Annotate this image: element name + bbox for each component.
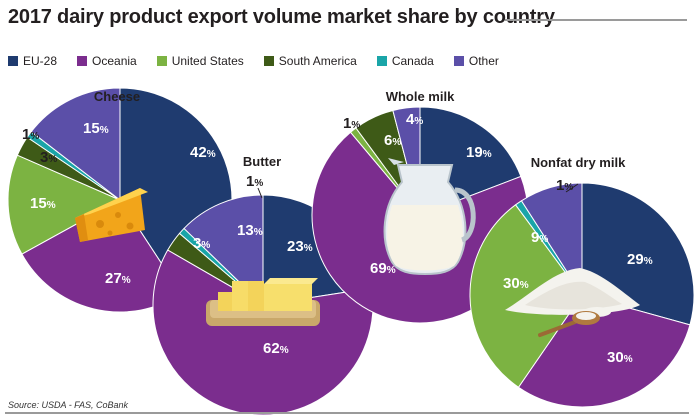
legend-item-other: Other [453, 54, 499, 68]
leader-line [257, 187, 263, 199]
data-label-nonfat-dry-milk-eu-28: 29% [627, 251, 653, 268]
data-label-cheese-oceania: 27% [105, 270, 131, 287]
data-label-cheese-other: 15% [83, 120, 109, 137]
milk-jug-icon [383, 158, 476, 276]
legend-item-south-america: South America [263, 54, 357, 68]
slice-cheese-other [30, 87, 121, 202]
slice-butter-other [183, 194, 264, 307]
data-label-butter-south-america: 3% [193, 235, 210, 252]
data-label-cheese-south-america: 3% [40, 149, 57, 166]
data-label-whole-milk-south-america: 6% [384, 132, 401, 149]
data-label-nonfat-dry-milk-canada: 1% [556, 177, 573, 194]
powder-icon [505, 268, 640, 337]
legend-swatch [453, 56, 464, 66]
slice-cheese-united-states [7, 154, 122, 255]
pie-title-cheese: Cheese [94, 89, 140, 104]
pie-nonfat-dry-milk: 29% 30% 30% 1% 9% Nonfat dry milk [469, 155, 694, 408]
legend-item-canada: Canada [376, 54, 434, 68]
data-label-nonfat-dry-milk-united-states: 30% [503, 275, 529, 292]
legend-swatch [8, 56, 18, 66]
legend-label: United States [171, 54, 244, 68]
data-label-butter-eu-28: 23% [287, 238, 313, 255]
data-label-whole-milk-other: 4% [406, 111, 423, 128]
legend-item-united-states: United States [156, 54, 244, 68]
chart-title: 2017 dairy product export volume market … [8, 6, 555, 28]
data-label-nonfat-dry-milk-other: 9% [531, 229, 548, 246]
legend: EU-28 Oceania United States South America Ca… [8, 54, 519, 68]
data-label-cheese-eu-28: 42% [190, 144, 216, 161]
data-label-whole-milk-united-states: 1% [343, 115, 360, 132]
legend-item-eu-28: EU-28 [8, 54, 57, 68]
legend-swatch [156, 56, 167, 66]
data-label-butter-canada: 1% [246, 173, 263, 190]
pie-title-butter: Butter [243, 154, 281, 169]
cheese-icon [75, 188, 148, 242]
data-label-nonfat-dry-milk-oceania: 30% [607, 349, 633, 366]
legend-item-oceania: Oceania [77, 54, 137, 68]
title-rule [505, 19, 687, 21]
data-label-cheese-canada: 1% [22, 126, 39, 143]
data-label-whole-milk-oceania: 69% [370, 260, 396, 277]
bottom-rule [5, 412, 689, 414]
slice-nonfat-dry-milk-other [520, 182, 583, 297]
data-label-butter-other: 13% [237, 222, 263, 239]
leader-line [565, 183, 579, 193]
legend-label: Other [468, 54, 499, 68]
pie-title-nonfat-dry-milk: Nonfat dry milk [531, 155, 626, 170]
data-label-butter-oceania: 62% [263, 340, 289, 357]
legend-swatch [263, 56, 274, 66]
legend-swatch [77, 56, 88, 66]
legend-label: South America [278, 54, 357, 68]
legend-swatch [376, 56, 387, 66]
data-label-whole-milk-eu-28: 19% [466, 144, 492, 161]
legend-label: Oceania [92, 54, 137, 68]
slice-nonfat-dry-milk-oceania [517, 294, 691, 408]
butter-icon [206, 278, 320, 326]
source-note: Source: USDA - FAS, CoBank [8, 400, 129, 410]
data-label-cheese-united-states: 15% [30, 195, 56, 212]
legend-label: Canada [391, 54, 434, 68]
pie-title-whole-milk: Whole milk [386, 89, 455, 104]
legend-label: EU-28 [23, 54, 58, 68]
